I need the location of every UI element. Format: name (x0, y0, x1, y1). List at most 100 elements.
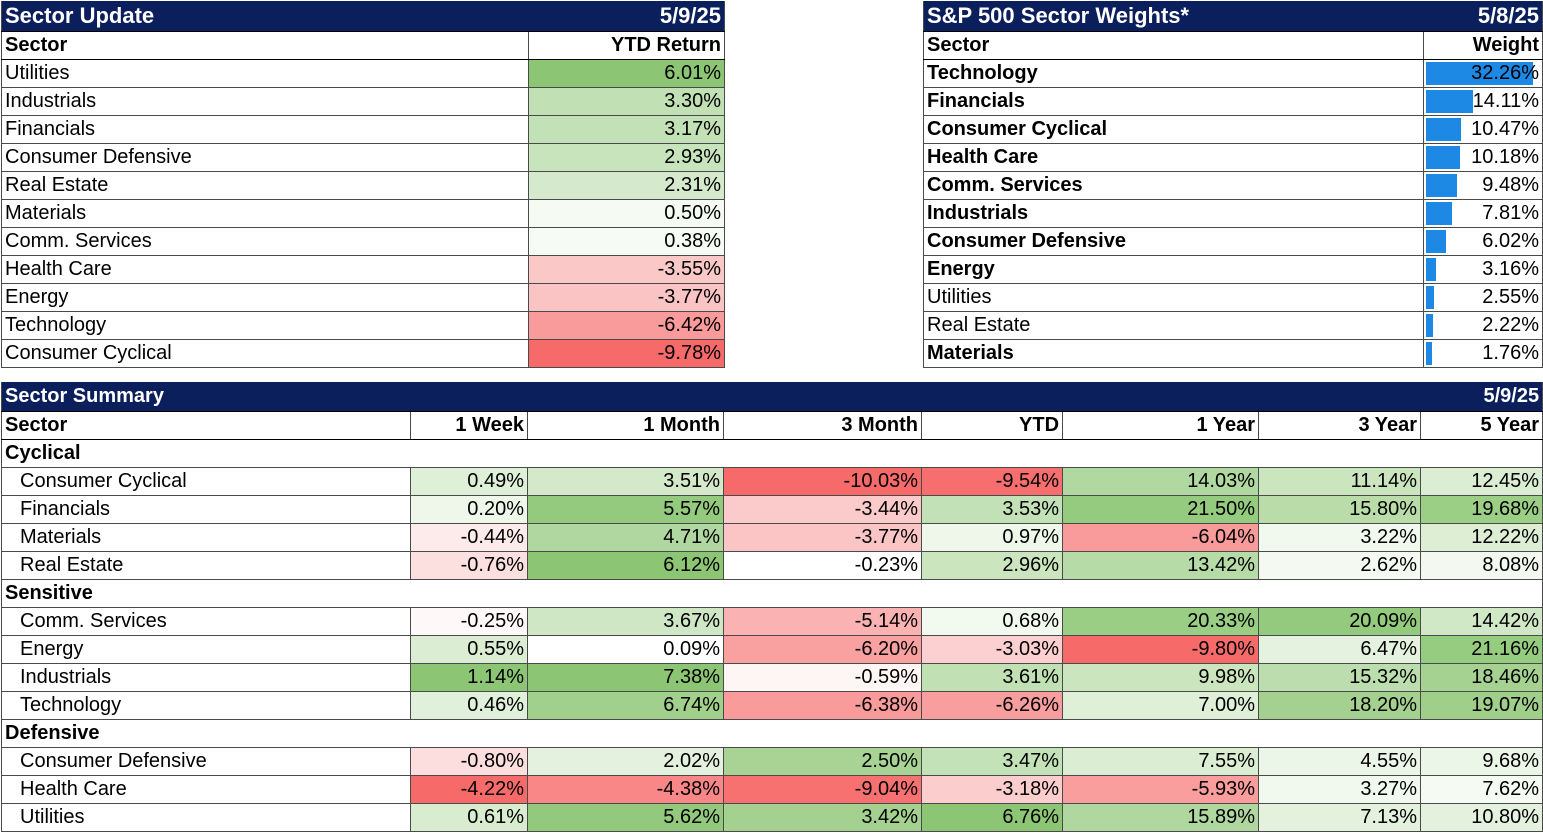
return-value: -0.44% (410, 523, 528, 552)
table-row: Utilities 0.61% 5.62% 3.42% 6.76% 15.89% 7.13%… (1, 803, 1543, 832)
weight-cell: 9.48% (1423, 171, 1543, 200)
table-row: Industrials 1.14% 7.38% -0.59% 3.61% 9.98% 15.… (1, 663, 1543, 692)
sector-name: Financials (923, 87, 1424, 116)
weight-value: 7.81% (1482, 202, 1539, 224)
table-row: Real Estate 2.22% (923, 311, 1543, 340)
sector-name: Industrials (1, 87, 529, 116)
sector-name: Health Care (1, 775, 411, 804)
weight-value: 6.02% (1482, 230, 1539, 252)
sector-update-body: Utilities 6.01% Industrials 3.30% Financials… (1, 59, 725, 368)
return-value: 1.14% (410, 663, 528, 692)
return-value: 4.71% (527, 523, 724, 552)
sector-update-table: Sector Update 5/9/25 Sector YTD Return U… (1, 1, 725, 368)
return-value: 15.80% (1258, 495, 1421, 524)
return-value: -4.22% (410, 775, 528, 804)
column-header-1-month: 1 Month (527, 411, 724, 440)
return-value: -0.25% (410, 607, 528, 636)
table-row: Financials 3.17% (1, 115, 725, 144)
ytd-return-value: -3.77% (528, 283, 725, 312)
sector-name: Industrials (1, 663, 411, 692)
table-row: Real Estate -0.76% 6.12% -0.23% 2.96% 13.42% 2… (1, 551, 1543, 580)
weight-value: 3.16% (1482, 258, 1539, 280)
sector-name: Consumer Cyclical (1, 467, 411, 496)
return-value: -6.04% (1062, 523, 1259, 552)
weight-bar (1426, 118, 1461, 141)
sector-name: Real Estate (923, 311, 1424, 340)
table-row: Materials -0.44% 4.71% -3.77% 0.97% -6.04% 3.2… (1, 523, 1543, 552)
sector-name: Materials (1, 199, 529, 228)
return-value: 18.20% (1258, 691, 1421, 720)
sector-name: Financials (1, 115, 529, 144)
column-header-1-year: 1 Year (1062, 411, 1259, 440)
return-value: 0.68% (921, 607, 1063, 636)
sector-name: Technology (923, 59, 1424, 88)
ytd-return-value: -6.42% (528, 311, 725, 340)
table-row: Financials 0.20% 5.57% -3.44% 3.53% 21.50% 15.… (1, 495, 1543, 524)
return-value: 10.80% (1420, 803, 1543, 832)
sector-summary-body: Cyclical Consumer Cyclical 0.49% 3.51% -10.0… (1, 439, 1543, 832)
return-value: 18.46% (1420, 663, 1543, 692)
return-value: 3.51% (527, 467, 724, 496)
return-value: 2.50% (722, 747, 922, 776)
sector-summary-table: Sector Summary 5/9/25 Sector 1 Week 1 Mont… (1, 382, 1543, 832)
return-value: 13.42% (1062, 551, 1259, 580)
ytd-return-value: 2.31% (528, 171, 725, 200)
return-value: -0.80% (410, 747, 528, 776)
ytd-return-value: -9.78% (528, 339, 725, 368)
weight-bar (1426, 202, 1452, 225)
sector-name: Health Care (1, 255, 529, 284)
weight-bar (1426, 342, 1432, 365)
return-value: 21.16% (1420, 635, 1543, 664)
return-value: 8.08% (1420, 551, 1543, 580)
return-value: 2.02% (527, 747, 724, 776)
return-value: 2.62% (1258, 551, 1421, 580)
return-value: -6.20% (722, 635, 922, 664)
return-value: -6.26% (921, 691, 1063, 720)
return-value: 6.76% (921, 803, 1063, 832)
return-value: -4.38% (527, 775, 724, 804)
return-value: -0.23% (722, 551, 922, 580)
return-value: 3.22% (1258, 523, 1421, 552)
table-row: Consumer Cyclical 10.47% (923, 115, 1543, 144)
return-value: 20.33% (1062, 607, 1259, 636)
return-value: 7.13% (1258, 803, 1421, 832)
table-row: Utilities 6.01% (1, 59, 725, 88)
weight-value: 10.47% (1471, 118, 1539, 140)
return-value: 14.42% (1420, 607, 1543, 636)
sector-name: Utilities (923, 283, 1424, 312)
table-row: Materials 0.50% (1, 199, 725, 228)
table-row: Real Estate 2.31% (1, 171, 725, 200)
return-value: -6.38% (722, 691, 922, 720)
sector-update-title: Sector Update (1, 1, 529, 32)
table-row: Consumer Defensive 2.93% (1, 143, 725, 172)
return-value: 3.47% (921, 747, 1063, 776)
sector-weights-title: S&P 500 Sector Weights* (923, 1, 1424, 32)
return-value: 5.57% (527, 495, 724, 524)
weight-cell: 6.02% (1423, 227, 1543, 256)
ytd-return-value: 3.30% (528, 87, 725, 116)
ytd-return-value: -3.55% (528, 255, 725, 284)
return-value: 12.22% (1420, 523, 1543, 552)
return-value: 0.46% (410, 691, 528, 720)
return-value: 0.09% (527, 635, 724, 664)
return-value: 6.12% (527, 551, 724, 580)
group-label: Sensitive (1, 579, 1543, 608)
return-value: 7.38% (527, 663, 724, 692)
column-header-sector: Sector (1, 411, 411, 440)
sector-weights-table: S&P 500 Sector Weights* 5/8/25 Sector We… (923, 1, 1543, 368)
return-value: 3.42% (722, 803, 922, 832)
group-row: Cyclical (1, 439, 1543, 468)
weight-cell: 1.76% (1423, 339, 1543, 368)
table-row: Technology 0.46% 6.74% -6.38% -6.26% 7.00% 18.… (1, 691, 1543, 720)
return-value: 15.32% (1258, 663, 1421, 692)
sector-name: Consumer Defensive (1, 143, 529, 172)
return-value: 3.67% (527, 607, 724, 636)
return-value: 7.00% (1062, 691, 1259, 720)
weight-value: 14.11% (1472, 90, 1539, 112)
return-value: 2.96% (921, 551, 1063, 580)
return-value: 0.55% (410, 635, 528, 664)
table-row: Utilities 2.55% (923, 283, 1543, 312)
return-value: 0.97% (921, 523, 1063, 552)
weight-bar (1426, 286, 1435, 309)
column-header-3-year: 3 Year (1258, 411, 1421, 440)
